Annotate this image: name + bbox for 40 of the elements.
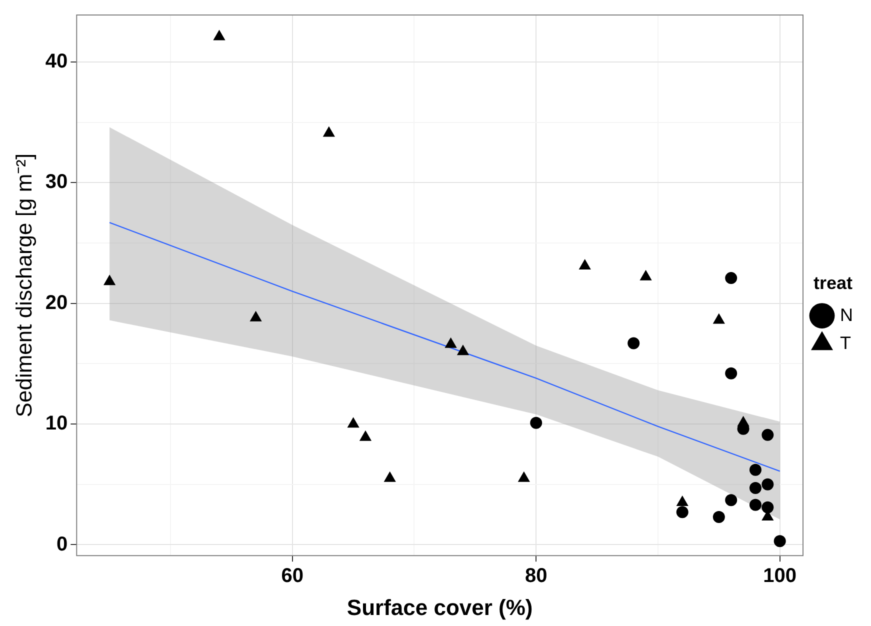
point: [103, 274, 116, 286]
legend-title: treat: [813, 273, 853, 294]
point: [676, 496, 688, 506]
legend-label: T: [840, 332, 851, 353]
point: [749, 498, 762, 511]
y-tick-label: 30: [45, 171, 68, 194]
point: [578, 258, 591, 270]
y-tick-label: 0: [56, 533, 68, 556]
point: [774, 535, 786, 548]
point: [712, 510, 725, 523]
point: [456, 344, 470, 356]
point: [359, 430, 372, 441]
legend-label: N: [840, 304, 853, 325]
point: [640, 270, 652, 280]
y-tick-label: 20: [45, 292, 68, 314]
x-tick-label: 80: [524, 565, 548, 588]
point: [676, 506, 688, 518]
point: [712, 313, 725, 324]
point: [762, 501, 774, 514]
point: [444, 337, 457, 348]
point: [762, 478, 774, 490]
point: [518, 471, 530, 482]
y-tick-label: 40: [45, 50, 68, 73]
point: [530, 416, 542, 429]
point: [725, 494, 738, 506]
point: [749, 482, 762, 494]
point: [213, 30, 226, 40]
point: [628, 337, 640, 350]
x-tick-label: 100: [763, 565, 797, 588]
point: [725, 367, 738, 380]
point: [762, 428, 774, 441]
point: [347, 417, 360, 428]
y-tick-label: 10: [45, 412, 68, 435]
x-axis-title: Surface cover (%): [346, 594, 533, 620]
x-tick-label: 60: [281, 565, 304, 588]
point: [384, 471, 396, 482]
point: [322, 126, 335, 137]
point: [749, 464, 762, 476]
y-axis-title: Sediment discharge [g m⁻²]: [11, 153, 36, 418]
point: [250, 310, 262, 322]
